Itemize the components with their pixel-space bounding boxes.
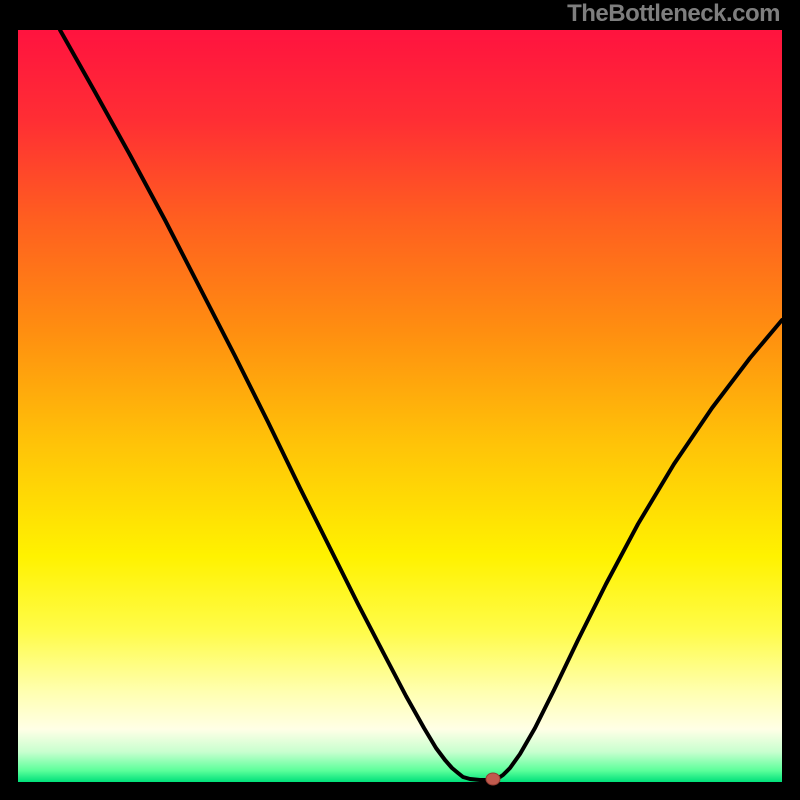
- watermark-text: TheBottleneck.com: [567, 0, 780, 28]
- chart-background: [18, 30, 782, 782]
- bottleneck-chart: TheBottleneck.com: [0, 0, 800, 800]
- chart-svg: [0, 0, 800, 800]
- optimal-point-marker: [486, 773, 500, 785]
